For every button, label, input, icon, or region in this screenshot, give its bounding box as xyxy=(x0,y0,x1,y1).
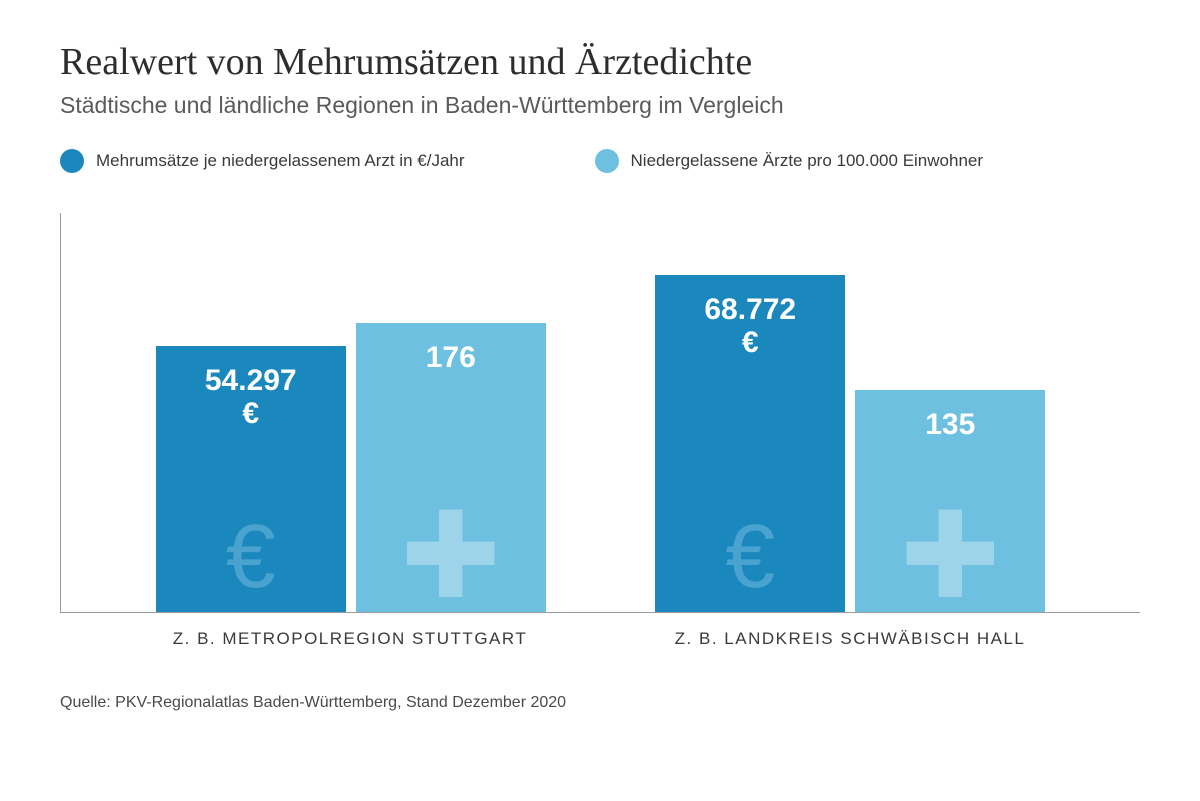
bar-0-1: 176 ✚ xyxy=(356,323,546,612)
legend-label-series1: Mehrumsätze je niedergelassenem Arzt in … xyxy=(96,151,465,171)
legend-label-series2: Niedergelassene Ärzte pro 100.000 Einwoh… xyxy=(631,151,984,171)
chart-title: Realwert von Mehrumsätzen und Ärztedicht… xyxy=(60,40,1140,84)
legend-dot-series1 xyxy=(60,149,84,173)
bar-0-0: 54.297€ € xyxy=(156,346,346,612)
plus-icon: ✚ xyxy=(900,514,1001,598)
bar-1-1: 135 ✚ xyxy=(855,390,1045,612)
legend-dot-series2 xyxy=(595,149,619,173)
plus-icon: ✚ xyxy=(400,514,501,598)
bar-value: 176 xyxy=(426,341,476,374)
bar-value: 54.297€ xyxy=(205,364,297,430)
chart-area: 54.297€ €176 ✚ 68.772€ €135 ✚ xyxy=(60,213,1140,613)
legend: Mehrumsätze je niedergelassenem Arzt in … xyxy=(60,149,1140,173)
bar-group-1: 68.772€ €135 ✚ xyxy=(601,213,1101,612)
legend-item-series1: Mehrumsätze je niedergelassenem Arzt in … xyxy=(60,149,465,173)
euro-icon: € xyxy=(226,512,276,602)
bar-group-0: 54.297€ €176 ✚ xyxy=(101,213,601,612)
chart-subtitle: Städtische und ländliche Regionen in Bad… xyxy=(60,92,1140,119)
legend-item-series2: Niedergelassene Ärzte pro 100.000 Einwoh… xyxy=(595,149,984,173)
x-label-1: Z. B. LANDKREIS SCHWÄBISCH HALL xyxy=(600,629,1100,649)
source-text: Quelle: PKV-Regionalatlas Baden-Württemb… xyxy=(60,694,1140,712)
x-label-0: Z. B. METROPOLREGION STUTTGART xyxy=(100,629,600,649)
bar-value: 68.772€ xyxy=(704,293,796,359)
bar-value: 135 xyxy=(925,408,975,441)
euro-icon: € xyxy=(725,512,775,602)
bar-1-0: 68.772€ € xyxy=(655,275,845,612)
